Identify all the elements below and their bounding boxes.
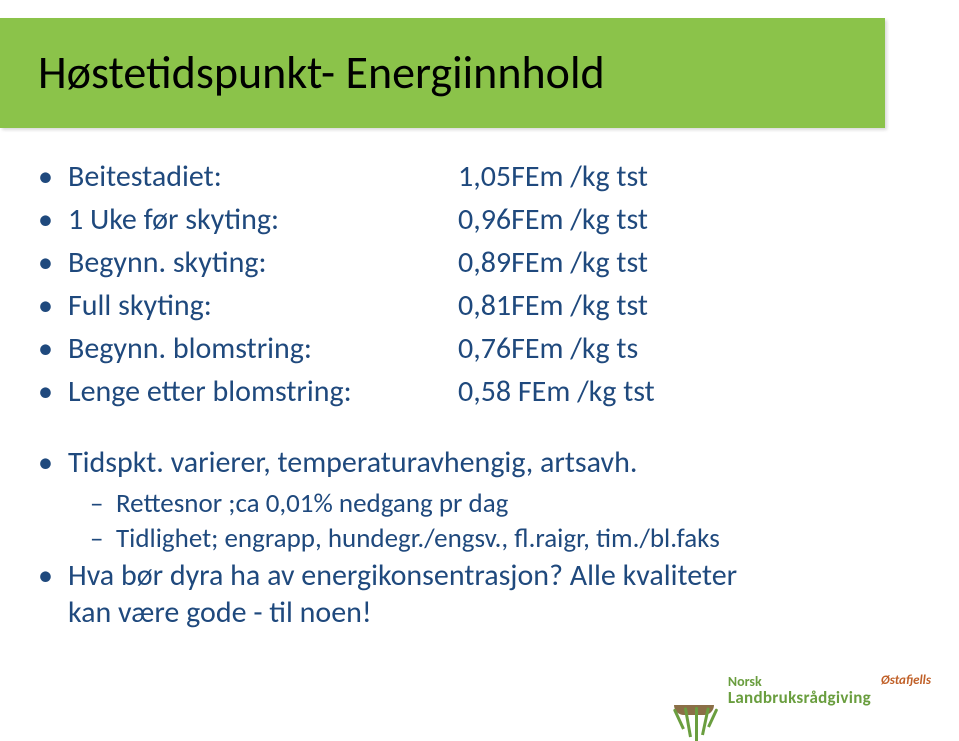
dash-icon: –: [90, 522, 116, 555]
row-label: Beitestadiet:: [68, 158, 458, 195]
data-row: • 1 Uke før skyting: 0,96FEm /kg tst: [38, 201, 959, 238]
dash-icon: –: [90, 487, 116, 520]
summary-text: kan være gode - til noen!: [68, 594, 737, 631]
row-value: 0,76FEm /kg ts: [458, 330, 638, 367]
summary-row: • Tidspkt. varierer, temperaturavhengig,…: [38, 444, 959, 481]
row-label: Lenge etter blomstring:: [68, 373, 458, 410]
data-row: • Full skyting: 0,81FEm /kg tst: [38, 287, 959, 324]
sub-text: Rettesnor ;ca 0,01% nedgang pr dag: [116, 487, 508, 520]
row-label: Begynn. skyting:: [68, 244, 458, 281]
bullet-icon: •: [38, 291, 68, 321]
logo: Østafjells Norsk Landbruksrådgiving: [670, 665, 931, 715]
data-row: • Begynn. skyting: 0,89FEm /kg tst: [38, 244, 959, 281]
logo-line2: Landbruksrådgiving: [728, 689, 871, 706]
row-value: 0,89FEm /kg tst: [458, 244, 648, 281]
row-value: 0,96FEm /kg tst: [458, 201, 648, 238]
row-value: 0,81FEm /kg tst: [458, 287, 648, 324]
row-label: Full skyting:: [68, 287, 458, 324]
logo-region: Østafjells: [881, 673, 931, 688]
summary-row: • Hva bør dyra ha av energikonsentrasjon…: [38, 557, 959, 631]
row-label: Begynn. blomstring:: [68, 330, 458, 367]
bullet-icon: •: [38, 248, 68, 278]
page-title: Høstetidspunkt- Energiinnhold: [38, 45, 605, 101]
bullet-icon: •: [38, 448, 68, 478]
summary-text: Hva bør dyra ha av energikonsentrasjon? …: [68, 557, 737, 594]
bullet-icon: •: [38, 561, 68, 591]
bullet-icon: •: [38, 377, 68, 407]
sub-text: Tidlighet; engrapp, hundegr./engsv., fl.…: [116, 522, 720, 555]
sub-row: – Tidlighet; engrapp, hundegr./engsv., f…: [38, 522, 959, 555]
bullet-icon: •: [38, 334, 68, 364]
row-value: 0,58 FEm /kg tst: [458, 373, 655, 410]
logo-text: Østafjells Norsk Landbruksrådgiving: [728, 675, 931, 706]
data-row: • Beitestadiet: 1,05FEm /kg tst: [38, 158, 959, 195]
row-label: 1 Uke før skyting:: [68, 201, 458, 238]
sub-row: – Rettesnor ;ca 0,01% nedgang pr dag: [38, 487, 959, 520]
content-area: • Beitestadiet: 1,05FEm /kg tst • 1 Uke …: [0, 128, 959, 631]
bullet-icon: •: [38, 205, 68, 235]
summary-text: Tidspkt. varierer, temperaturavhengig, a…: [68, 444, 637, 481]
title-bar: Høstetidspunkt- Energiinnhold: [0, 18, 885, 128]
row-value: 1,05FEm /kg tst: [458, 158, 648, 195]
data-row: • Begynn. blomstring: 0,76FEm /kg ts: [38, 330, 959, 367]
logo-icon: [670, 665, 720, 715]
data-row: • Lenge etter blomstring: 0,58 FEm /kg t…: [38, 373, 959, 410]
bullet-icon: •: [38, 162, 68, 192]
